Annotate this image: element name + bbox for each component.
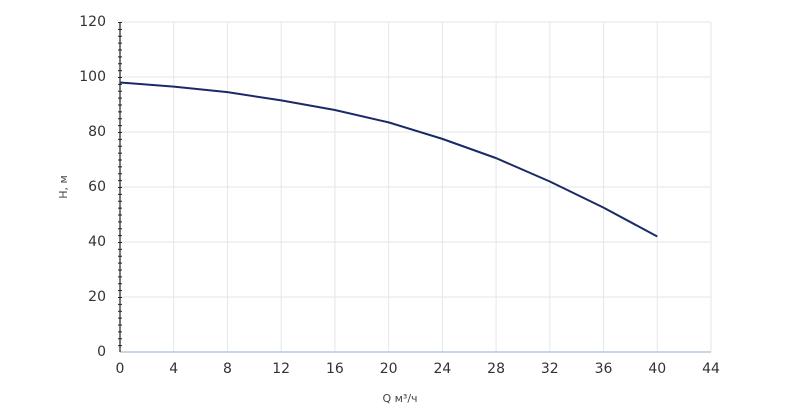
x-tick-label: 40 [648,361,666,377]
x-tick-label: 32 [541,361,559,377]
x-tick-label: 16 [326,361,344,377]
y-tick-label: 120 [79,14,106,30]
y-tick-label: 80 [88,124,106,140]
x-tick-label: 20 [380,361,398,377]
x-tick-label: 4 [169,361,178,377]
y-tick-label: 60 [88,179,106,195]
y-tick-label: 40 [88,234,106,250]
y-tick-label: 0 [97,344,106,360]
y-tick-label: 20 [88,289,106,305]
x-tick-label: 24 [433,361,451,377]
x-tick-label: 36 [595,361,613,377]
x-tick-label: 12 [272,361,290,377]
y-tick-label: 100 [79,69,106,85]
x-tick-label: 0 [116,361,125,377]
y-axis-label: H, м [57,175,70,199]
x-axis-label: Q м³/ч [382,392,417,405]
x-tick-label: 8 [223,361,232,377]
x-tick-label: 28 [487,361,505,377]
curve [119,81,658,238]
x-tick-label: 44 [702,361,720,377]
